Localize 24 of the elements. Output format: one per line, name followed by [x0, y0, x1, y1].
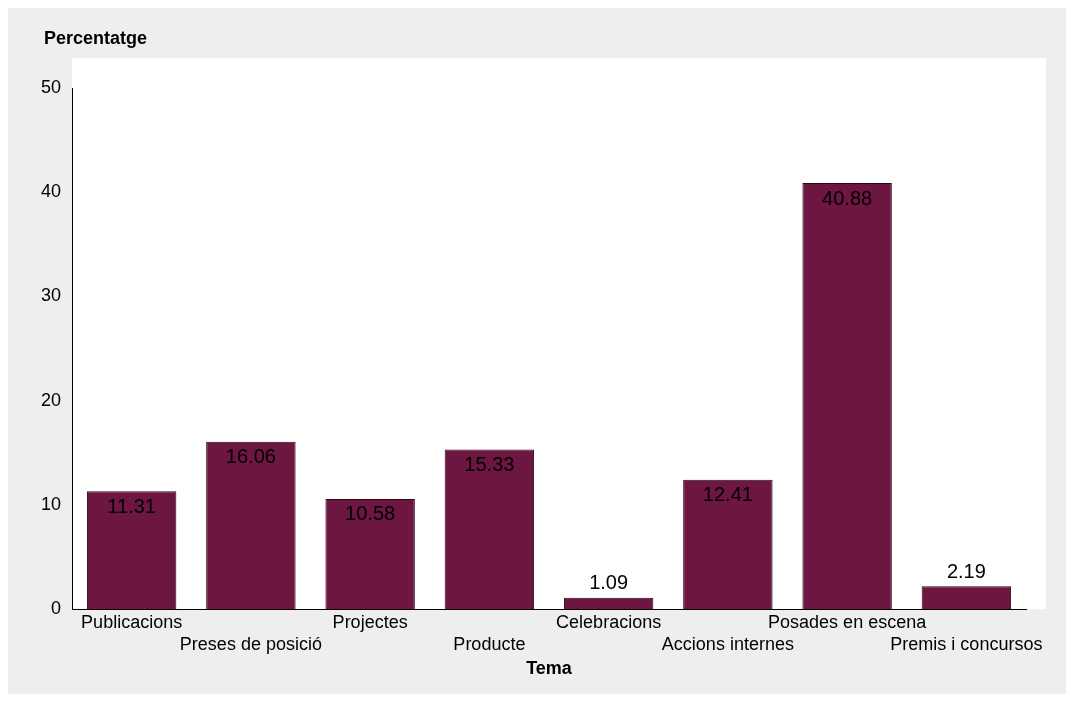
x-tick-label: Premis i concursos [890, 633, 1043, 654]
y-tick-label: 30 [40, 285, 62, 306]
y-axis-title: Percentatge [44, 27, 148, 48]
y-tick-label: 40 [40, 181, 62, 202]
y-tick-label: 10 [40, 493, 62, 514]
y-tick-label: 0 [51, 598, 62, 619]
x-axis-title: Tema [526, 658, 573, 679]
y-tick-label: 50 [40, 76, 62, 97]
x-tick-label: Preses de posició [179, 633, 322, 654]
x-tick-label: Producte [453, 633, 526, 654]
x-tick-label: Projectes [332, 611, 408, 632]
data-label: 10.58 [345, 502, 396, 525]
data-label: 2.19 [946, 559, 986, 582]
x-tick-label: Publicacions [81, 611, 183, 632]
data-label: 12.41 [702, 483, 753, 506]
data-label: 11.31 [107, 494, 156, 517]
x-tick-label: Posades en escena [768, 611, 928, 632]
x-tick-label: Celebracions [556, 611, 662, 632]
x-tick-label: Accions internes [661, 633, 794, 654]
data-label: 15.33 [464, 452, 515, 475]
data-label: 1.09 [589, 571, 629, 594]
y-tick-label: 20 [40, 389, 62, 410]
data-label: 40.88 [822, 186, 873, 209]
data-label: 16.06 [225, 445, 276, 468]
